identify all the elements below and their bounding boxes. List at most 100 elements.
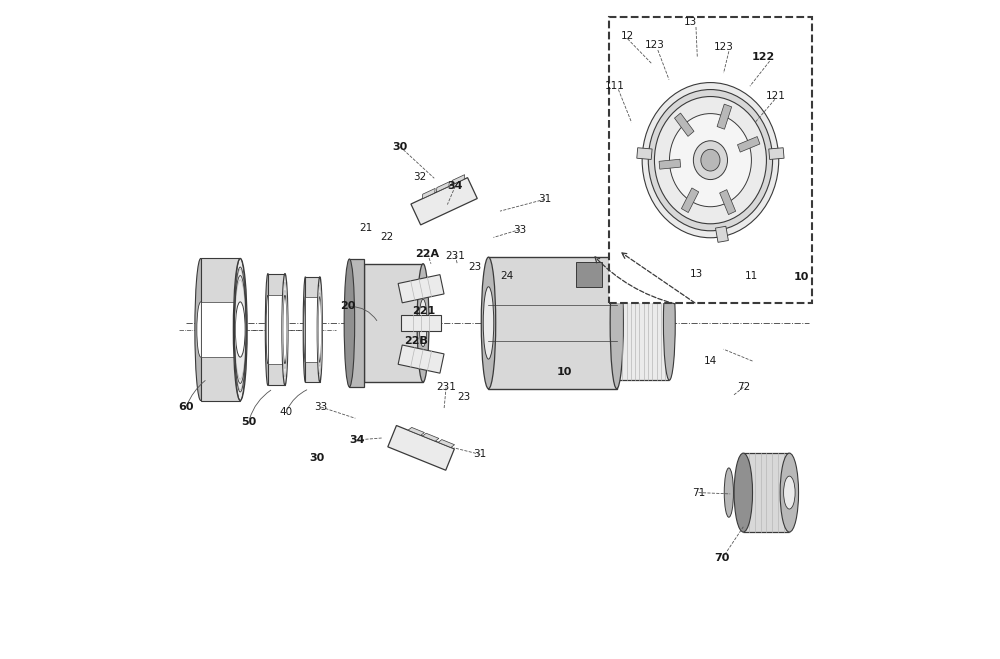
Text: 13: 13 (684, 16, 697, 27)
Text: 34: 34 (448, 181, 463, 191)
Text: 11: 11 (745, 271, 758, 281)
Text: 22: 22 (380, 233, 394, 243)
Ellipse shape (233, 258, 247, 401)
Polygon shape (423, 433, 439, 441)
Ellipse shape (266, 295, 270, 364)
Ellipse shape (654, 96, 766, 224)
Ellipse shape (648, 90, 773, 231)
Polygon shape (488, 257, 617, 389)
Text: 14: 14 (704, 356, 717, 366)
Text: 10: 10 (793, 272, 809, 282)
Text: 12: 12 (621, 30, 634, 41)
Text: 22B: 22B (404, 336, 428, 347)
Ellipse shape (318, 297, 322, 362)
Polygon shape (674, 113, 694, 136)
Text: 123: 123 (645, 40, 664, 50)
Polygon shape (717, 104, 732, 129)
Ellipse shape (283, 295, 287, 364)
Polygon shape (268, 273, 285, 386)
Polygon shape (737, 136, 760, 152)
Text: 60: 60 (178, 402, 193, 412)
Polygon shape (716, 226, 728, 243)
Text: 20: 20 (340, 301, 355, 312)
Text: 34: 34 (349, 435, 364, 445)
Text: 23: 23 (468, 262, 482, 272)
Text: 24: 24 (500, 271, 513, 281)
Polygon shape (769, 148, 784, 159)
Polygon shape (743, 453, 789, 532)
Ellipse shape (265, 273, 270, 386)
Ellipse shape (784, 476, 795, 509)
Polygon shape (438, 440, 455, 447)
Text: 23: 23 (457, 391, 470, 401)
Text: 31: 31 (474, 449, 487, 459)
Polygon shape (364, 264, 423, 382)
Polygon shape (618, 266, 669, 380)
Polygon shape (659, 159, 681, 169)
Text: 33: 33 (315, 402, 328, 412)
Text: 121: 121 (766, 91, 786, 101)
Polygon shape (398, 345, 444, 373)
Text: 31: 31 (538, 194, 551, 204)
Ellipse shape (317, 277, 322, 382)
Ellipse shape (483, 287, 494, 359)
Ellipse shape (197, 302, 205, 357)
Text: 13: 13 (689, 269, 703, 279)
Ellipse shape (235, 302, 245, 357)
Polygon shape (436, 182, 449, 192)
Ellipse shape (282, 273, 288, 386)
Text: 231: 231 (436, 382, 456, 392)
Text: 10: 10 (557, 367, 572, 377)
Text: 231: 231 (445, 251, 465, 261)
Text: 123: 123 (714, 42, 734, 51)
Polygon shape (201, 302, 240, 357)
Text: 50: 50 (241, 416, 256, 426)
Polygon shape (720, 190, 736, 215)
Text: 40: 40 (280, 407, 293, 416)
Polygon shape (398, 275, 444, 303)
Text: 71: 71 (692, 488, 705, 498)
Polygon shape (609, 17, 812, 303)
Text: 122: 122 (751, 51, 775, 61)
Ellipse shape (663, 266, 675, 380)
Polygon shape (452, 175, 465, 185)
Polygon shape (637, 148, 652, 159)
Ellipse shape (303, 277, 308, 382)
Ellipse shape (669, 113, 751, 207)
Ellipse shape (734, 453, 753, 532)
Ellipse shape (693, 141, 728, 179)
Text: 30: 30 (392, 142, 408, 152)
Text: 21: 21 (359, 223, 372, 233)
Ellipse shape (610, 257, 623, 389)
Polygon shape (411, 178, 477, 225)
Polygon shape (422, 188, 435, 199)
Polygon shape (576, 262, 602, 287)
Ellipse shape (642, 82, 779, 238)
Text: 221: 221 (412, 306, 435, 316)
Text: 72: 72 (737, 382, 750, 392)
Ellipse shape (419, 299, 427, 347)
Polygon shape (401, 315, 441, 331)
Text: 22A: 22A (416, 249, 440, 259)
Ellipse shape (304, 297, 307, 362)
Ellipse shape (701, 150, 720, 171)
Polygon shape (681, 188, 699, 213)
Polygon shape (349, 259, 364, 387)
Polygon shape (388, 426, 454, 471)
Text: 30: 30 (310, 453, 325, 463)
Text: 33: 33 (513, 225, 526, 235)
Ellipse shape (344, 259, 355, 387)
Ellipse shape (780, 453, 799, 532)
Polygon shape (268, 295, 285, 364)
Polygon shape (201, 258, 240, 401)
Ellipse shape (724, 468, 733, 517)
Polygon shape (305, 297, 320, 362)
Polygon shape (305, 277, 320, 382)
Text: 111: 111 (605, 81, 625, 91)
Polygon shape (408, 428, 424, 436)
Ellipse shape (195, 258, 207, 401)
Ellipse shape (417, 264, 429, 382)
Text: 32: 32 (413, 172, 426, 182)
Text: 70: 70 (715, 554, 730, 563)
Ellipse shape (481, 257, 496, 389)
